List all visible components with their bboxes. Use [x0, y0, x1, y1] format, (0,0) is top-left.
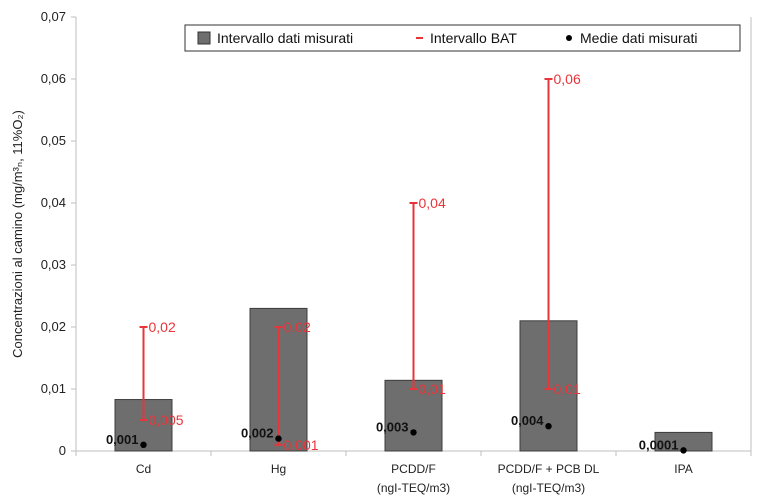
y-tick-label: 0,06 [41, 71, 66, 86]
bat-high-label: 0,04 [419, 195, 446, 211]
mean-point [140, 441, 147, 448]
y-axis-label: Concentrazioni al camino (mg/m³ₙ, 11%O₂) [10, 110, 25, 358]
legend-label-mean: Medie dati misurati [580, 30, 698, 46]
y-tick-label: 0,03 [41, 257, 66, 272]
y-tick-label: 0,02 [41, 319, 66, 334]
bat-high-label: 0,06 [554, 71, 581, 87]
mean-point [410, 429, 417, 436]
x-category-label: Hg [271, 462, 286, 476]
x-category-label: IPA [674, 462, 692, 476]
x-category-label: Cd [136, 462, 151, 476]
y-tick-label: 0,07 [41, 9, 66, 24]
y-tick-label: 0 [59, 443, 66, 458]
legend-label-measured: Intervallo dati misurati [217, 30, 353, 46]
x-category-label: PCDD/F + PCB DL [498, 462, 600, 476]
chart-marks: 0,02 0,005 0,02 0,001 0,04 0,01 0,06 0,01 0,001 0… [106, 71, 713, 454]
bat-high-label: 0,02 [284, 319, 311, 335]
mean-label: 0,001 [106, 432, 139, 447]
legend-swatch-mean [566, 35, 572, 41]
mean-label: 0,004 [511, 413, 544, 428]
bat-low-label: 0,005 [149, 412, 184, 428]
y-tick-label: 0,04 [41, 195, 66, 210]
mean-label: 0,0001 [639, 437, 679, 452]
mean-point [680, 447, 687, 454]
x-category-label: PCDD/F [391, 462, 436, 476]
legend-box [184, 24, 741, 52]
bar-measured-range [384, 379, 443, 452]
mean-label: 0,003 [376, 419, 409, 434]
x-category-sublabel: (ngI-TEQ/m3) [377, 481, 450, 495]
mean-point [275, 435, 282, 442]
mean-point [545, 423, 552, 430]
legend: Intervallo dati misurati Intervallo BAT Me… [184, 24, 741, 52]
bat-low-label: 0,001 [284, 437, 319, 453]
y-tick-label: 0,05 [41, 133, 66, 148]
bat-high-label: 0,02 [149, 319, 176, 335]
legend-swatch-measured [197, 31, 211, 45]
bat-low-label: 0,01 [419, 381, 446, 397]
axes: 0 0,01 0,02 0,03 0,04 0,05 0,06 0,07 Cd Hg PCDD/F (… [10, 9, 752, 495]
mean-label: 0,002 [241, 426, 274, 441]
y-tick-label: 0,01 [41, 381, 66, 396]
legend-label-bat: Intervallo BAT [430, 30, 517, 46]
x-category-sublabel: (ngI-TEQ/m3) [512, 481, 585, 495]
bat-low-label: 0,01 [554, 381, 581, 397]
